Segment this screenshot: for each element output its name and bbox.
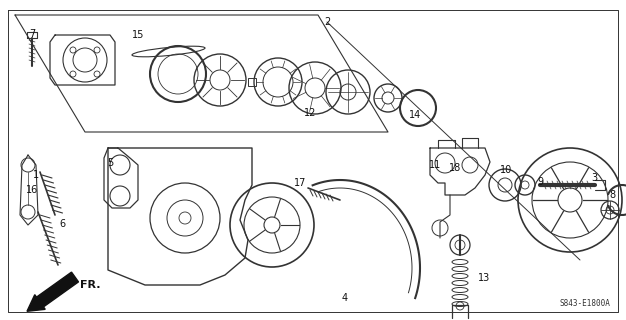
Text: 9: 9 xyxy=(537,177,543,187)
Text: 14: 14 xyxy=(409,110,421,120)
Text: 7: 7 xyxy=(29,29,35,39)
Text: 1: 1 xyxy=(33,170,39,180)
Text: 15: 15 xyxy=(132,30,144,40)
Bar xyxy=(248,78,256,86)
Text: 2: 2 xyxy=(324,17,330,27)
Text: 8: 8 xyxy=(609,190,615,200)
Text: 17: 17 xyxy=(294,178,306,188)
Text: 4: 4 xyxy=(342,293,348,303)
Text: FR.: FR. xyxy=(80,280,101,290)
Text: 18: 18 xyxy=(449,163,461,173)
FancyArrow shape xyxy=(27,272,78,311)
Text: 13: 13 xyxy=(478,273,490,283)
Text: 6: 6 xyxy=(59,219,65,229)
Text: 10: 10 xyxy=(500,165,512,175)
Text: 5: 5 xyxy=(107,158,113,168)
Text: S843-E1800A: S843-E1800A xyxy=(559,299,610,308)
Text: 16: 16 xyxy=(26,185,38,195)
Text: 12: 12 xyxy=(304,108,316,118)
Text: 11: 11 xyxy=(429,160,441,170)
Text: 3: 3 xyxy=(591,173,597,183)
